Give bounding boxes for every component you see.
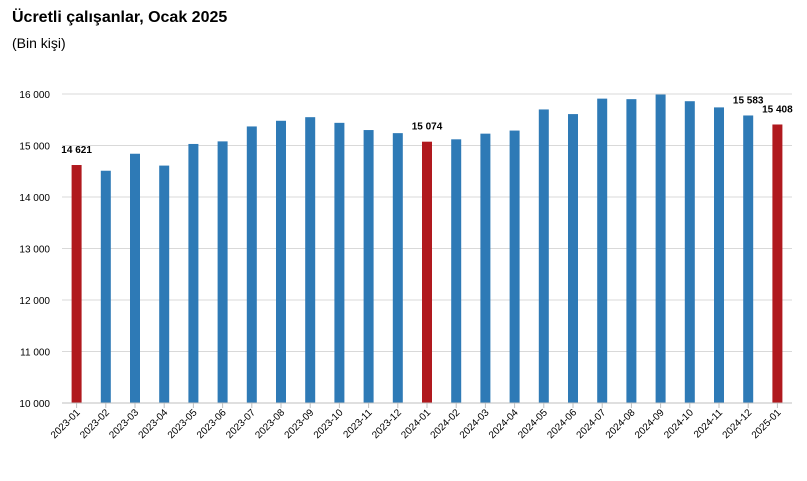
x-tick-label: 2023-09 — [283, 407, 317, 441]
x-tick-label: 2024-08 — [604, 407, 638, 441]
x-tick-label: 2024-06 — [545, 407, 579, 441]
bar-2024-04 — [509, 130, 520, 403]
x-tick-label: 2023-02 — [78, 407, 112, 441]
bars — [71, 94, 783, 404]
x-axis-ticks: 2023-012023-022023-032023-042023-052023-… — [49, 403, 784, 441]
y-tick-label: 11 000 — [20, 348, 50, 359]
bar-2024-08 — [626, 99, 637, 404]
bar-2023-06 — [217, 141, 228, 403]
data-label-2024-01: 15 074 — [412, 122, 443, 133]
x-tick-label: 2023-08 — [253, 407, 287, 441]
bar-2023-01 — [71, 165, 82, 403]
x-tick-label: 2024-11 — [692, 407, 726, 441]
x-tick-label: 2024-01 — [399, 407, 433, 441]
bar-2023-08 — [276, 120, 286, 403]
bar-2023-11 — [363, 130, 374, 404]
data-label-2024-12: 15 583 — [733, 95, 764, 106]
bar-2024-06 — [568, 114, 578, 404]
x-tick-label: 2023-10 — [312, 407, 346, 441]
y-axis-ticks: 10 000 11 000 12 000 13 000 14 000 15 000 16 0… — [19, 90, 50, 410]
bar-2023-03 — [130, 153, 140, 403]
x-tick-label: 2023-11 — [342, 407, 376, 441]
y-tick-label: 14 000 — [19, 193, 50, 204]
y-tick-label: 10 000 — [19, 399, 50, 410]
x-tick-label: 2024-04 — [487, 407, 521, 441]
x-tick-label: 2024-10 — [662, 407, 696, 441]
bar-2024-10 — [684, 101, 695, 404]
x-tick-label: 2023-05 — [166, 407, 200, 441]
y-tick-label: 13 000 — [19, 245, 50, 256]
x-tick-label: 2024-03 — [458, 407, 492, 441]
y-tick-label: 12 000 — [19, 296, 50, 307]
x-tick-label: 2023-06 — [195, 407, 229, 441]
x-tick-label: 2024-07 — [575, 407, 609, 441]
x-tick-label: 2023-12 — [370, 407, 404, 441]
bar-2024-03 — [480, 133, 491, 403]
data-label-2023-01: 14 621 — [61, 145, 92, 156]
x-tick-label: 2023-07 — [224, 407, 258, 441]
x-tick-label: 2023-01 — [49, 407, 83, 441]
bar-2024-02 — [451, 139, 462, 403]
x-tick-label: 2023-04 — [137, 407, 171, 441]
x-tick-label: 2025-01 — [750, 407, 784, 441]
bar-2024-12 — [743, 115, 754, 404]
x-tick-label: 2024-12 — [721, 407, 755, 441]
bar-2024-05 — [538, 109, 549, 403]
bar-2023-02 — [100, 170, 111, 403]
x-tick-label: 2024-02 — [429, 407, 463, 441]
bar-2023-04 — [159, 165, 170, 403]
x-tick-label: 2024-05 — [516, 407, 550, 441]
bar-2023-10 — [334, 122, 345, 403]
bar-2023-09 — [305, 117, 316, 404]
y-tick-label: 16 000 — [19, 90, 50, 101]
bar-2024-09 — [655, 94, 666, 403]
bar-2024-11 — [714, 107, 724, 403]
y-tick-label: 15 000 — [19, 142, 50, 153]
bar-2024-07 — [597, 98, 608, 403]
data-label-2025-01: 15 408 — [762, 104, 793, 115]
bar-2023-07 — [246, 126, 257, 403]
bar-2024-01 — [422, 141, 432, 403]
chart-subtitle: (Bin kişi) — [12, 35, 66, 51]
chart-title: Ücretli çalışanlar, Ocak 2025 — [12, 9, 228, 26]
x-tick-label: 2024-09 — [633, 407, 667, 441]
bar-2025-01 — [772, 124, 783, 403]
bar-2023-12 — [392, 133, 403, 403]
bar-2023-05 — [188, 143, 199, 403]
x-tick-label: 2023-03 — [107, 407, 141, 441]
